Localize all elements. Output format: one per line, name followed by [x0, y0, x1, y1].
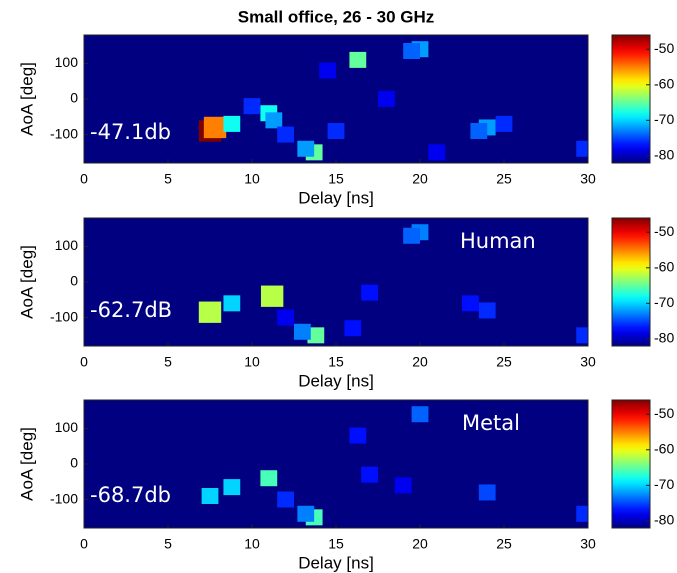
heatmap-cell: [576, 327, 593, 343]
x-tick-label: 15: [328, 171, 344, 187]
colorbar-tick-label: -70: [654, 111, 674, 127]
heatmap-cell: [265, 112, 282, 128]
heatmap-cell: [260, 470, 277, 486]
x-tick-label: 5: [164, 354, 172, 370]
heatmap-cell: [576, 506, 593, 522]
annotation: Human: [460, 229, 536, 253]
x-tick-label: 20: [412, 354, 428, 370]
y-tick-label: 0: [70, 455, 78, 471]
heatmap-cell: [202, 488, 219, 504]
heatmap-cell: [361, 467, 378, 483]
colorbar-tick-label: -70: [654, 294, 674, 310]
x-tick-label: 0: [80, 171, 88, 187]
x-tick-label: 10: [244, 354, 260, 370]
heatmap-cell: [403, 228, 420, 244]
colorbar-tick-label: -50: [654, 405, 674, 421]
heatmap-cell: [395, 477, 412, 493]
heatmap-cell: [199, 302, 221, 323]
annotation: -68.7db: [90, 483, 171, 507]
colorbar: [612, 35, 650, 163]
heatmap-cell: [223, 295, 240, 311]
heatmap-cell: [297, 141, 314, 157]
x-tick-label: 25: [496, 354, 512, 370]
chart: Small office, 26 - 30 GHz 0 5 10 15 20 25 30 -10…: [0, 0, 677, 573]
colorbar-tick-label: -50: [654, 223, 674, 239]
x-tick-label: 30: [580, 536, 596, 552]
annotation: -62.7dB: [90, 298, 172, 322]
y-axis-label: AoA [deg]: [17, 62, 36, 136]
x-tick-label: 25: [496, 536, 512, 552]
heatmap-cell: [319, 63, 336, 79]
colorbar: [612, 218, 650, 346]
x-tick-label: 10: [244, 536, 260, 552]
heatmap-cell: [277, 310, 294, 326]
y-tick-label: 100: [55, 237, 79, 253]
x-axis-label: Delay [ns]: [298, 371, 374, 390]
heatmap-cell: [479, 484, 496, 500]
colorbar-tick-label: -50: [654, 40, 674, 56]
x-tick-label: 25: [496, 171, 512, 187]
x-tick-label: 0: [80, 354, 88, 370]
colorbar-tick-label: -60: [654, 75, 674, 91]
annotation: -47.1db: [90, 120, 171, 144]
colorbar-tick-label: -70: [654, 476, 674, 492]
heatmap-cell: [462, 295, 479, 311]
x-tick-label: 30: [580, 171, 596, 187]
x-tick-label: 15: [328, 536, 344, 552]
heatmap-cell: [261, 286, 283, 307]
heatmap-cell: [349, 428, 366, 444]
colorbar-tick-label: -60: [654, 258, 674, 274]
heatmap-cell: [297, 506, 314, 522]
heatmap-cell: [244, 98, 261, 114]
heatmap-cell: [576, 141, 593, 157]
heatmap-cell: [344, 320, 361, 336]
heatmap-cell: [294, 324, 311, 340]
heatmap-cell: [223, 479, 240, 495]
heatmap-cell: [479, 302, 496, 318]
heatmap-cell: [277, 492, 294, 508]
y-tick-label: -100: [50, 490, 78, 506]
x-tick-label: 30: [580, 354, 596, 370]
heatmap-cell: [378, 91, 395, 107]
y-tick-label: 100: [55, 419, 79, 435]
x-tick-label: 10: [244, 171, 260, 187]
x-tick-label: 0: [80, 536, 88, 552]
y-axis-label: AoA [deg]: [17, 245, 36, 319]
heatmap-cell: [361, 285, 378, 301]
x-tick-label: 20: [412, 536, 428, 552]
heatmap-cell: [328, 123, 345, 139]
colorbar-tick-label: -60: [654, 440, 674, 456]
heatmap-cell: [496, 116, 513, 132]
y-tick-label: 0: [70, 273, 78, 289]
x-axis-label: Delay [ns]: [298, 188, 374, 207]
y-tick-label: 0: [70, 90, 78, 106]
heatmap-cell: [428, 144, 445, 160]
colorbar-tick-label: -80: [654, 147, 674, 163]
heatmap-cell: [412, 406, 429, 422]
x-tick-label: 5: [164, 171, 172, 187]
x-tick-label: 5: [164, 536, 172, 552]
x-axis-label: Delay [ns]: [298, 553, 374, 572]
heatmap-cell: [223, 116, 240, 132]
colorbar: [612, 400, 650, 528]
heatmap-cell: [349, 52, 366, 68]
y-axis-label: AoA [deg]: [17, 427, 36, 501]
chart-title: Small office, 26 - 30 GHz: [238, 7, 435, 26]
x-tick-label: 20: [412, 171, 428, 187]
x-tick-label: 15: [328, 354, 344, 370]
colorbar-tick-label: -80: [654, 330, 674, 346]
y-tick-label: 100: [55, 54, 79, 70]
heatmap-cell: [403, 43, 420, 59]
heatmap-cell: [470, 123, 487, 139]
heatmap-cell: [204, 117, 226, 138]
heatmap-cell: [277, 127, 294, 143]
y-tick-label: -100: [50, 125, 78, 141]
y-tick-label: -100: [50, 308, 78, 324]
colorbar-tick-label: -80: [654, 512, 674, 528]
annotation: Metal: [462, 411, 520, 435]
